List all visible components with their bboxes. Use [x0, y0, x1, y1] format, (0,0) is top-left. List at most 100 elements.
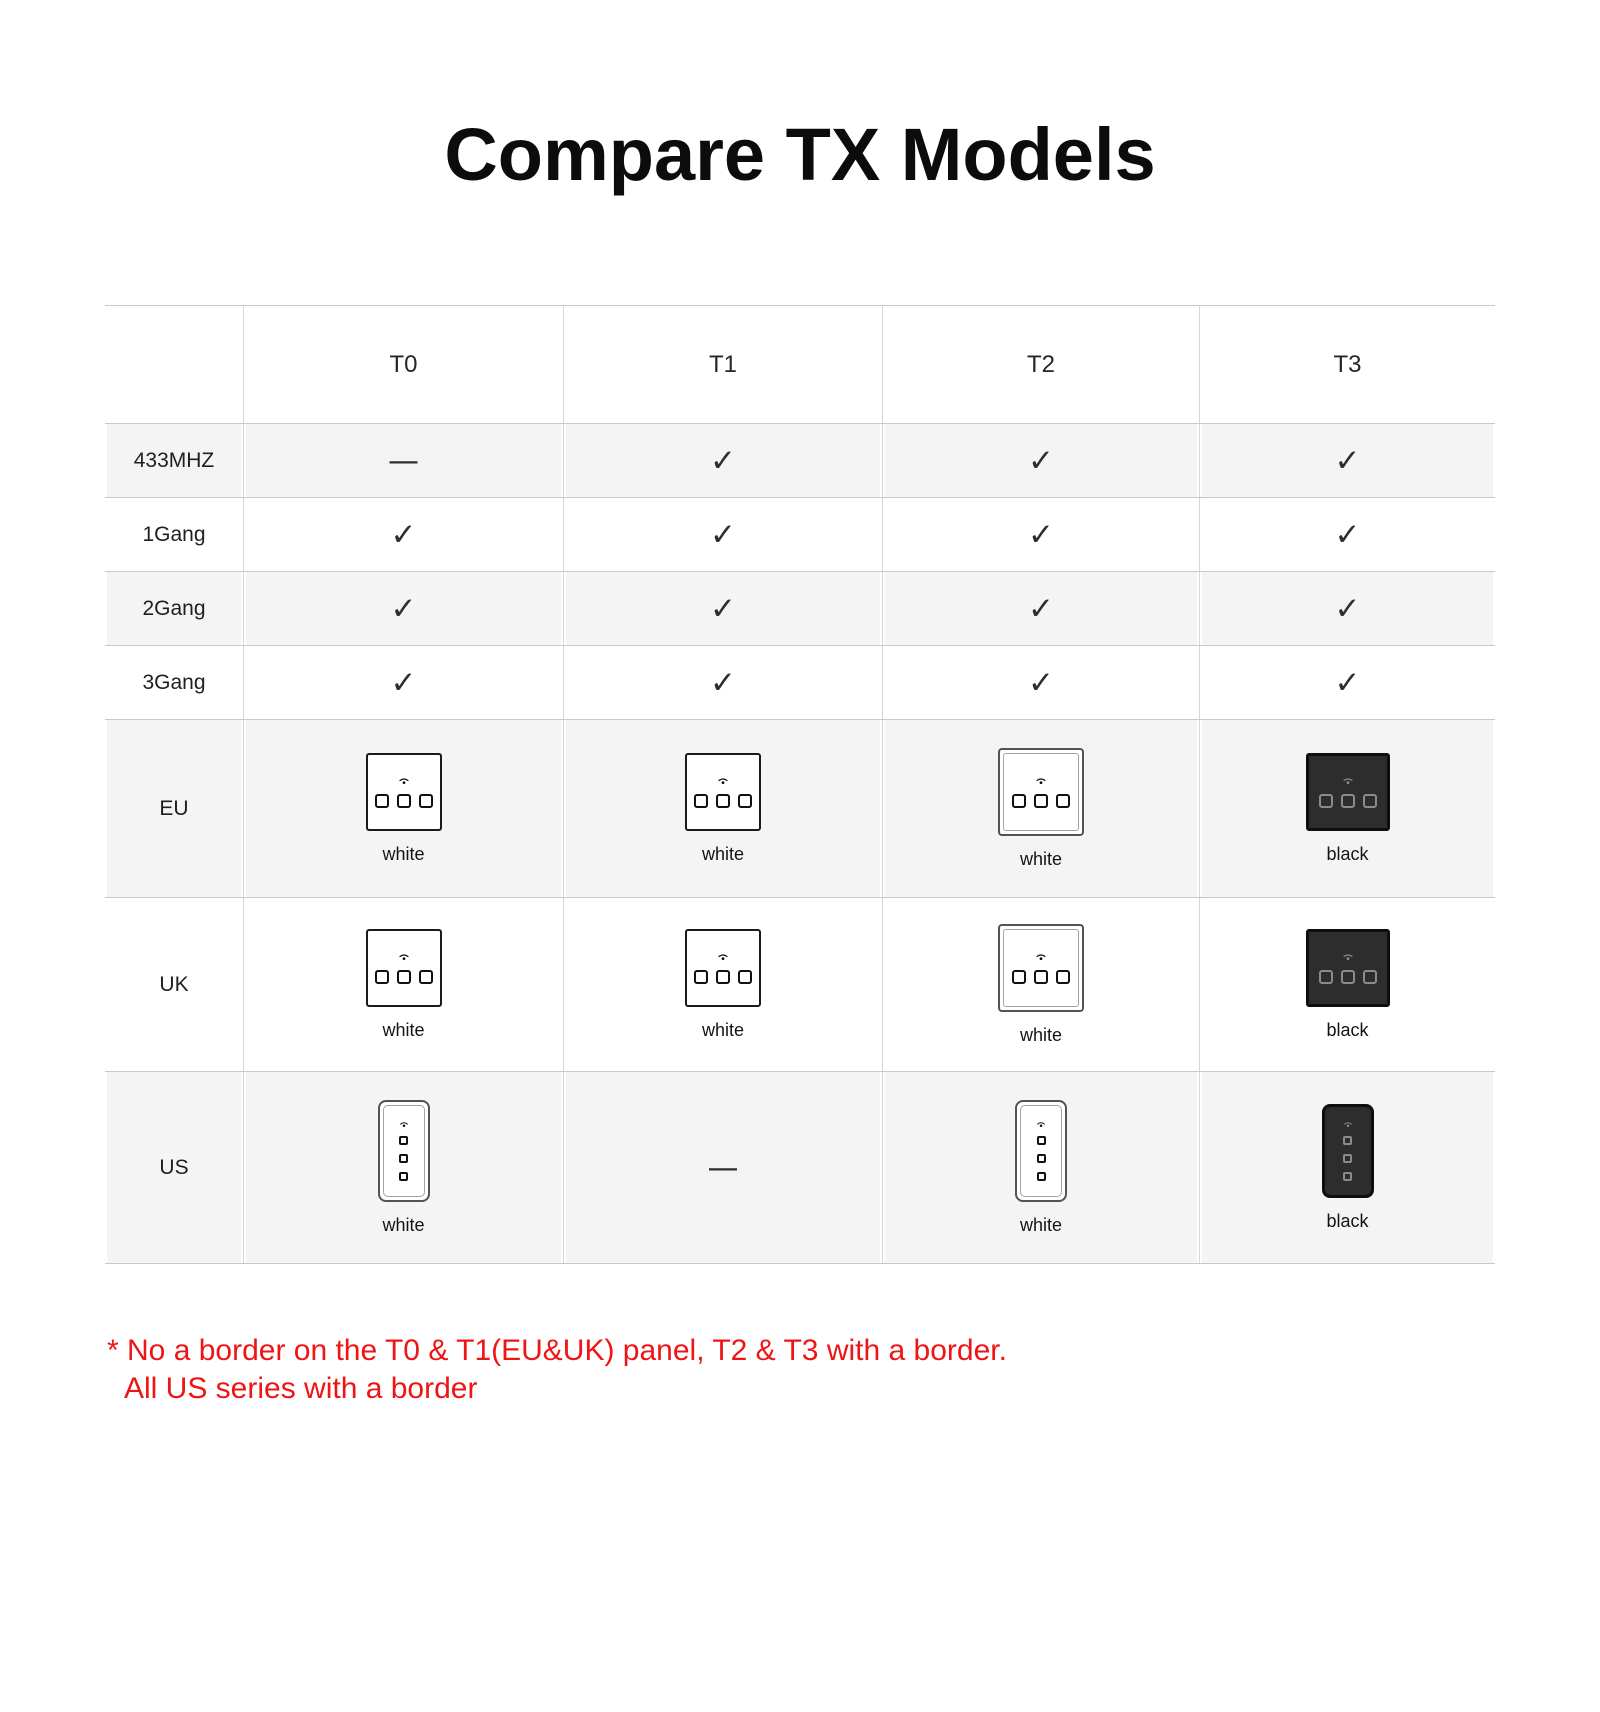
header-empty-cell [105, 306, 243, 423]
gang-button-icon [418, 969, 433, 984]
switch-border-frame [377, 1099, 430, 1202]
cell-3gang-t0: ✓ [243, 646, 563, 719]
gang-buttons [374, 793, 433, 808]
switch-face [365, 928, 442, 1007]
feature-row-433mhz: 433MHZ — ✓ ✓ ✓ [105, 424, 1495, 498]
panel-row-eu: EU white white [105, 720, 1495, 898]
gang-button-icon [1036, 1136, 1046, 1145]
color-label: white [382, 1019, 425, 1040]
switch-face [382, 1104, 425, 1197]
gang-button-icon [1343, 1136, 1352, 1145]
color-label: white [1019, 848, 1063, 869]
cell-us-t3: black [1199, 1072, 1495, 1263]
switch-panel-us-t2: white [1015, 1099, 1067, 1236]
gang-button-icon [1343, 1172, 1352, 1181]
cell-eu-t2: white [882, 720, 1199, 897]
switch-face [1003, 752, 1079, 831]
gang-buttons [374, 969, 433, 984]
check-mark: ✓ [710, 442, 736, 479]
row-label-cell-2gang: 2Gang [105, 572, 243, 645]
model-name-t1: T1 [708, 350, 737, 378]
check-mark: ✓ [1028, 590, 1054, 627]
cell-2gang-t1: ✓ [563, 572, 882, 645]
cell-uk-t2: white [882, 898, 1199, 1071]
wifi-icon [1036, 1120, 1046, 1128]
cell-1gang-t3: ✓ [1199, 498, 1495, 571]
gang-button-icon [738, 969, 752, 984]
gang-button-icon [399, 1136, 408, 1145]
gang-buttons [1012, 793, 1070, 808]
cell-3gang-t3: ✓ [1199, 646, 1495, 719]
gang-buttons [694, 793, 752, 808]
gang-button-icon [1012, 969, 1026, 984]
switch-border-frame [1015, 1099, 1067, 1202]
switch-panel-uk-t0: white [365, 928, 442, 1041]
cell-1gang-t1: ✓ [563, 498, 882, 571]
check-mark: ✓ [1334, 516, 1361, 553]
wifi-icon [717, 776, 729, 785]
cell-433mhz-t2: ✓ [882, 424, 1199, 497]
feature-row-2gang: 2Gang ✓ ✓ ✓ ✓ [105, 572, 1495, 646]
check-mark: ✓ [1334, 442, 1361, 479]
gang-button-icon [1012, 793, 1026, 808]
gang-button-icon [1362, 969, 1377, 984]
switch-panel-uk-t2: white [998, 923, 1084, 1046]
switch-panel-uk-t3: black [1305, 928, 1390, 1041]
gang-button-icon [1034, 969, 1048, 984]
table-header-row: T0 T1 T2 T3 [105, 306, 1495, 424]
gang-buttons [1343, 1136, 1352, 1181]
cell-eu-t0: white [243, 720, 563, 897]
cell-us-t2: white [882, 1072, 1199, 1263]
color-label: black [1326, 843, 1369, 864]
color-label: white [1019, 1024, 1063, 1045]
check-mark: ✓ [710, 664, 736, 701]
color-label: white [701, 1019, 745, 1040]
gang-buttons [1036, 1136, 1046, 1181]
wifi-icon [1343, 1120, 1353, 1128]
dash-mark: — [388, 442, 419, 479]
switch-border-frame [998, 923, 1084, 1012]
row-label-3gang: 3Gang [142, 670, 206, 694]
gang-buttons [694, 969, 752, 984]
cell-1gang-t0: ✓ [243, 498, 563, 571]
check-mark: ✓ [390, 516, 417, 553]
row-label-eu: EU [159, 796, 189, 820]
cell-uk-t0: white [243, 898, 563, 1071]
header-cell-t0: T0 [243, 306, 563, 423]
cell-2gang-t2: ✓ [882, 572, 1199, 645]
dash-mark: — [707, 1149, 739, 1186]
header-cell-t1: T1 [563, 306, 882, 423]
cell-3gang-t1: ✓ [563, 646, 882, 719]
color-label: black [1326, 1019, 1369, 1040]
cell-2gang-t0: ✓ [243, 572, 563, 645]
row-label-cell-433mhz: 433MHZ [105, 424, 243, 497]
row-label-cell-us: US [105, 1072, 243, 1263]
cell-433mhz-t1: ✓ [563, 424, 882, 497]
gang-button-icon [1056, 969, 1070, 984]
row-label-cell-3gang: 3Gang [105, 646, 243, 719]
gang-button-icon [1036, 1172, 1046, 1181]
panel-row-us: US white — w [105, 1072, 1495, 1264]
row-label-433mhz: 433MHZ [133, 448, 215, 472]
gang-button-icon [738, 793, 752, 808]
model-name-t0: T0 [389, 350, 418, 378]
color-label: white [701, 843, 745, 864]
row-label-uk: UK [159, 972, 189, 996]
switch-panel-us-t0: white [377, 1099, 430, 1236]
gang-button-icon [1036, 1154, 1046, 1163]
gang-button-icon [399, 1154, 408, 1163]
row-label-cell-1gang: 1Gang [105, 498, 243, 571]
gang-buttons [1012, 969, 1070, 984]
model-name-t2: T2 [1026, 350, 1055, 378]
header-cell-t2: T2 [882, 306, 1199, 423]
switch-face [365, 752, 442, 831]
gang-button-icon [1343, 1154, 1352, 1163]
switch-face [1305, 752, 1390, 831]
footnote: * No a border on the T0 & T1(EU&UK) pane… [107, 1332, 1600, 1408]
gang-button-icon [1340, 969, 1355, 984]
switch-panel-eu-t3: black [1305, 752, 1390, 865]
switch-face [685, 752, 761, 831]
check-mark: ✓ [710, 590, 736, 627]
switch-panel-us-t3: black [1321, 1103, 1374, 1232]
page-title: Compare TX Models [444, 113, 1156, 196]
